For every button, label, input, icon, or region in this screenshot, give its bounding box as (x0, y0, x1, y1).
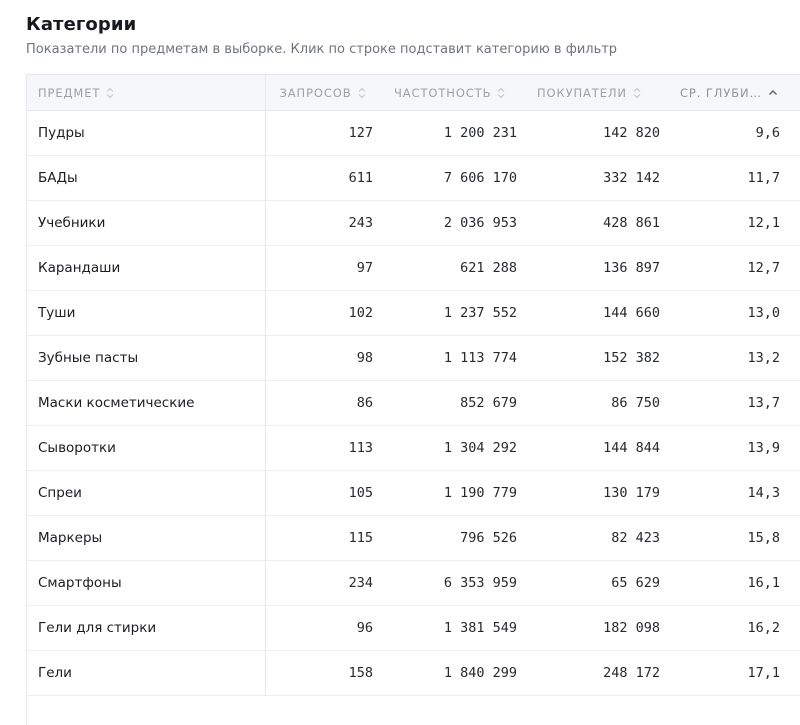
cell-buyers: 144 844 (523, 425, 666, 471)
cell-subject: Сыворотки (27, 425, 266, 471)
table-body: Пудры 127 1 200 231 142 820 9,6 БАДы 611 7 606 … (27, 110, 800, 696)
cell-buyers: 130 179 (523, 470, 666, 516)
cell-subject: Пудры (27, 110, 266, 156)
cell-avg-depth: 13,7 (666, 380, 800, 426)
sort-both-icon (106, 87, 114, 99)
sort-asc-icon (768, 87, 778, 99)
cell-requests: 611 (265, 155, 380, 201)
cell-buyers: 82 423 (523, 515, 666, 561)
sort-both-icon (497, 87, 505, 99)
cell-frequency: 1 190 779 (380, 470, 523, 516)
cell-subject: Маски косметические (27, 380, 266, 426)
page-title: Категории (26, 14, 137, 35)
table-row[interactable]: Смартфоны 234 6 353 959 65 629 16,1 (27, 560, 800, 606)
cell-buyers: 152 382 (523, 335, 666, 381)
cell-avg-depth: 13,9 (666, 425, 800, 471)
cell-subject: Гели (27, 650, 266, 696)
sort-both-icon (633, 87, 641, 99)
cell-buyers: 428 861 (523, 200, 666, 246)
cell-requests: 102 (265, 290, 380, 336)
cell-subject: БАДы (27, 155, 266, 201)
table-header: ПРЕДМЕТ ЗАПРОСОВ ЧАСТОТНОСТЬ ПОКУПАТЕЛИ … (27, 75, 800, 111)
cell-frequency: 621 288 (380, 245, 523, 291)
column-header-label: ПОКУПАТЕЛИ (537, 85, 627, 100)
cell-requests: 105 (265, 470, 380, 516)
table-row[interactable]: Туши 102 1 237 552 144 660 13,0 (27, 290, 800, 336)
cell-avg-depth: 11,7 (666, 155, 800, 201)
cell-frequency: 7 606 170 (380, 155, 523, 201)
table-row[interactable]: БАДы 611 7 606 170 332 142 11,7 (27, 155, 800, 201)
table-row[interactable]: Пудры 127 1 200 231 142 820 9,6 (27, 110, 800, 156)
column-header-frequency[interactable]: ЧАСТОТНОСТЬ (380, 75, 523, 111)
cell-requests: 158 (265, 650, 380, 696)
page-subtitle: Показатели по предметам в выборке. Клик … (26, 42, 618, 57)
cell-subject: Учебники (27, 200, 266, 246)
column-header-label: ЧАСТОТНОСТЬ (394, 85, 492, 100)
cell-requests: 113 (265, 425, 380, 471)
cell-requests: 86 (265, 380, 380, 426)
cell-requests: 234 (265, 560, 380, 606)
cell-subject: Гели для стирки (27, 605, 266, 651)
table-row[interactable]: Маркеры 115 796 526 82 423 15,8 (27, 515, 800, 561)
cell-avg-depth: 17,1 (666, 650, 800, 696)
cell-subject: Зубные пасты (27, 335, 266, 381)
table-row[interactable]: Маски косметические 86 852 679 86 750 13,7 (27, 380, 800, 426)
cell-requests: 96 (265, 605, 380, 651)
column-header-avg-depth[interactable]: СР. ГЛУБИНА (666, 75, 800, 111)
table-row[interactable]: Гели для стирки 96 1 381 549 182 098 16,2 (27, 605, 800, 651)
sort-both-icon (358, 87, 366, 99)
table-row[interactable]: Учебники 243 2 036 953 428 861 12,1 (27, 200, 800, 246)
cell-requests: 127 (265, 110, 380, 156)
cell-buyers: 86 750 (523, 380, 666, 426)
cell-avg-depth: 15,8 (666, 515, 800, 561)
table-row[interactable]: Карандаши 97 621 288 136 897 12,7 (27, 245, 800, 291)
cell-avg-depth: 16,1 (666, 560, 800, 606)
cell-frequency: 1 840 299 (380, 650, 523, 696)
categories-table-container[interactable]: ПРЕДМЕТ ЗАПРОСОВ ЧАСТОТНОСТЬ ПОКУПАТЕЛИ … (26, 74, 800, 725)
cell-buyers: 182 098 (523, 605, 666, 651)
cell-subject: Смартфоны (27, 560, 266, 606)
cell-avg-depth: 14,3 (666, 470, 800, 516)
cell-subject: Спреи (27, 470, 266, 516)
cell-avg-depth: 13,0 (666, 290, 800, 336)
cell-frequency: 1 381 549 (380, 605, 523, 651)
cell-frequency: 1 200 231 (380, 110, 523, 156)
cell-avg-depth: 9,6 (666, 110, 800, 156)
column-header-label: СР. ГЛУБИНА (680, 85, 762, 100)
cell-avg-depth: 12,1 (666, 200, 800, 246)
column-header-label: ПРЕДМЕТ (38, 85, 101, 100)
column-header-subject[interactable]: ПРЕДМЕТ (27, 75, 266, 111)
cell-frequency: 6 353 959 (380, 560, 523, 606)
cell-frequency: 852 679 (380, 380, 523, 426)
column-header-requests[interactable]: ЗАПРОСОВ (265, 75, 380, 111)
cell-frequency: 1 237 552 (380, 290, 523, 336)
cell-requests: 243 (265, 200, 380, 246)
cell-requests: 115 (265, 515, 380, 561)
table-row[interactable]: Спреи 105 1 190 779 130 179 14,3 (27, 470, 800, 516)
column-header-buyers[interactable]: ПОКУПАТЕЛИ (523, 75, 666, 111)
table-row[interactable]: Зубные пасты 98 1 113 774 152 382 13,2 (27, 335, 800, 381)
cell-buyers: 332 142 (523, 155, 666, 201)
categories-table: ПРЕДМЕТ ЗАПРОСОВ ЧАСТОТНОСТЬ ПОКУПАТЕЛИ … (27, 75, 800, 696)
cell-avg-depth: 13,2 (666, 335, 800, 381)
cell-subject: Туши (27, 290, 266, 336)
cell-requests: 97 (265, 245, 380, 291)
cell-subject: Маркеры (27, 515, 266, 561)
cell-requests: 98 (265, 335, 380, 381)
table-row[interactable]: Сыворотки 113 1 304 292 144 844 13,9 (27, 425, 800, 471)
table-row[interactable]: Гели 158 1 840 299 248 172 17,1 (27, 650, 800, 696)
cell-avg-depth: 16,2 (666, 605, 800, 651)
cell-subject: Карандаши (27, 245, 266, 291)
cell-buyers: 136 897 (523, 245, 666, 291)
column-header-label: ЗАПРОСОВ (279, 85, 352, 100)
cell-frequency: 1 304 292 (380, 425, 523, 471)
cell-buyers: 142 820 (523, 110, 666, 156)
cell-frequency: 796 526 (380, 515, 523, 561)
cell-frequency: 1 113 774 (380, 335, 523, 381)
cell-buyers: 144 660 (523, 290, 666, 336)
cell-avg-depth: 12,7 (666, 245, 800, 291)
cell-buyers: 248 172 (523, 650, 666, 696)
cell-buyers: 65 629 (523, 560, 666, 606)
cell-frequency: 2 036 953 (380, 200, 523, 246)
